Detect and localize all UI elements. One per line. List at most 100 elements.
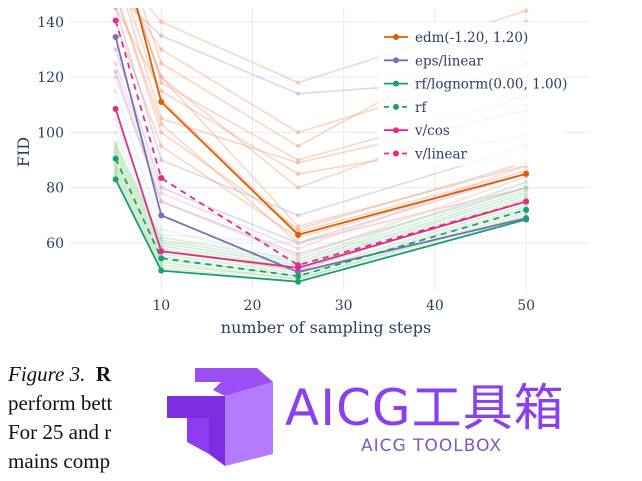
data-point bbox=[158, 255, 165, 262]
watermark: AICG工具箱 AICG TOOLBOX bbox=[165, 362, 605, 472]
legend-entry: eps/linear bbox=[415, 53, 483, 69]
background-point bbox=[523, 191, 529, 196]
background-point bbox=[113, 116, 118, 121]
background-point bbox=[113, 47, 118, 52]
caption-line-4: mains comp bbox=[8, 449, 111, 473]
background-point bbox=[113, 141, 118, 146]
data-point bbox=[112, 34, 119, 41]
y-tick-label: 60 bbox=[46, 236, 64, 252]
background-line bbox=[129, 8, 527, 233]
legend: edm(-1.20, 1.20) eps/linear rf/lognorm(0.0… bbox=[378, 22, 567, 166]
background-line bbox=[114, 76, 527, 258]
data-point bbox=[523, 216, 530, 223]
background-point bbox=[159, 240, 164, 246]
background-point bbox=[295, 254, 301, 260]
data-point bbox=[523, 206, 530, 213]
data-point bbox=[112, 176, 119, 183]
background-point bbox=[159, 80, 164, 85]
data-point bbox=[158, 248, 165, 255]
background-point bbox=[113, 74, 118, 80]
background-line bbox=[114, 8, 527, 217]
background-point bbox=[159, 116, 164, 121]
background-point bbox=[159, 232, 164, 237]
background-point bbox=[113, 130, 118, 135]
background-point bbox=[295, 144, 301, 149]
background-point bbox=[295, 185, 301, 190]
x-axis-label: number of sampling steps bbox=[221, 318, 431, 337]
series-line bbox=[114, 158, 527, 278]
background-point bbox=[295, 213, 301, 218]
legend-entry: edm(-1.20, 1.20) bbox=[415, 30, 528, 46]
background-point bbox=[159, 88, 164, 94]
legend-box bbox=[378, 22, 564, 166]
x-tick-label: 50 bbox=[517, 298, 535, 314]
data-point bbox=[112, 17, 119, 24]
background-point bbox=[295, 130, 301, 135]
figure-caption: Figure 3. R perform bett For 25 and r ma… bbox=[8, 360, 633, 476]
x-tick-label: 30 bbox=[335, 298, 353, 314]
background-point bbox=[159, 157, 164, 163]
background-point bbox=[159, 199, 164, 204]
background-point bbox=[159, 47, 164, 52]
background-line bbox=[114, 90, 527, 264]
background-line bbox=[114, 151, 527, 269]
legend-entry: rf/lognorm(0.00, 1.00) bbox=[415, 77, 567, 93]
background-line bbox=[114, 148, 527, 266]
x-tick-label: 40 bbox=[426, 298, 444, 314]
legend-swatch-point bbox=[393, 57, 399, 64]
background-line bbox=[114, 145, 527, 264]
caption-line-3: For 25 and r bbox=[8, 420, 112, 444]
caption-line-2: perform bett bbox=[8, 391, 113, 415]
data-point bbox=[158, 175, 165, 182]
legend-swatch-point bbox=[393, 127, 399, 134]
background-line bbox=[119, 8, 527, 244]
background-point bbox=[295, 80, 301, 85]
data-point bbox=[112, 155, 119, 162]
background-line bbox=[114, 162, 527, 275]
y-tick-label: 100 bbox=[37, 125, 64, 141]
background-point bbox=[159, 19, 164, 25]
background-point bbox=[113, 88, 118, 94]
data-point bbox=[158, 212, 165, 219]
legend-swatch-point bbox=[393, 80, 399, 87]
legend-entry: rf bbox=[415, 100, 427, 116]
fid-chart: 10 20 30 40 50 60 80 100 120 140 number of sampl… bbox=[14, 8, 590, 337]
background-point bbox=[295, 240, 301, 246]
y-tick-label: 80 bbox=[46, 181, 64, 197]
background-point bbox=[159, 74, 164, 80]
background-point bbox=[523, 179, 529, 185]
background-line bbox=[114, 132, 527, 266]
background-point bbox=[295, 160, 301, 166]
legend-swatch-point bbox=[393, 34, 399, 40]
series-line bbox=[114, 179, 527, 283]
series-lines bbox=[112, 8, 530, 285]
background-line bbox=[114, 173, 527, 280]
series-line bbox=[114, 108, 527, 269]
background-point bbox=[295, 91, 301, 96]
data-point bbox=[523, 198, 530, 205]
background-point bbox=[159, 33, 164, 38]
background-point bbox=[113, 69, 118, 74]
y-axis-label: FID bbox=[14, 137, 33, 167]
legend-entry: v/linear bbox=[414, 147, 468, 163]
background-point bbox=[159, 121, 164, 127]
data-point bbox=[295, 269, 302, 276]
background-point bbox=[159, 185, 164, 190]
legend-swatch-point bbox=[393, 150, 399, 157]
data-point bbox=[523, 170, 530, 177]
background-point bbox=[523, 185, 529, 190]
legend-entry: v/cos bbox=[414, 123, 450, 139]
data-point bbox=[295, 262, 302, 269]
data-point bbox=[112, 105, 119, 112]
background-point bbox=[295, 171, 301, 177]
background-point bbox=[295, 226, 301, 232]
watermark-logo-icon bbox=[167, 368, 273, 466]
series-line bbox=[114, 36, 527, 273]
data-point bbox=[295, 278, 302, 285]
y-tick-labels: 60 80 100 120 140 bbox=[37, 15, 64, 252]
watermark-title: AICG工具箱 bbox=[285, 379, 565, 437]
figure-label: Figure 3. bbox=[8, 362, 86, 386]
caption-bold-start: R bbox=[95, 362, 112, 386]
background-point bbox=[295, 246, 301, 251]
background-point bbox=[523, 8, 529, 13]
